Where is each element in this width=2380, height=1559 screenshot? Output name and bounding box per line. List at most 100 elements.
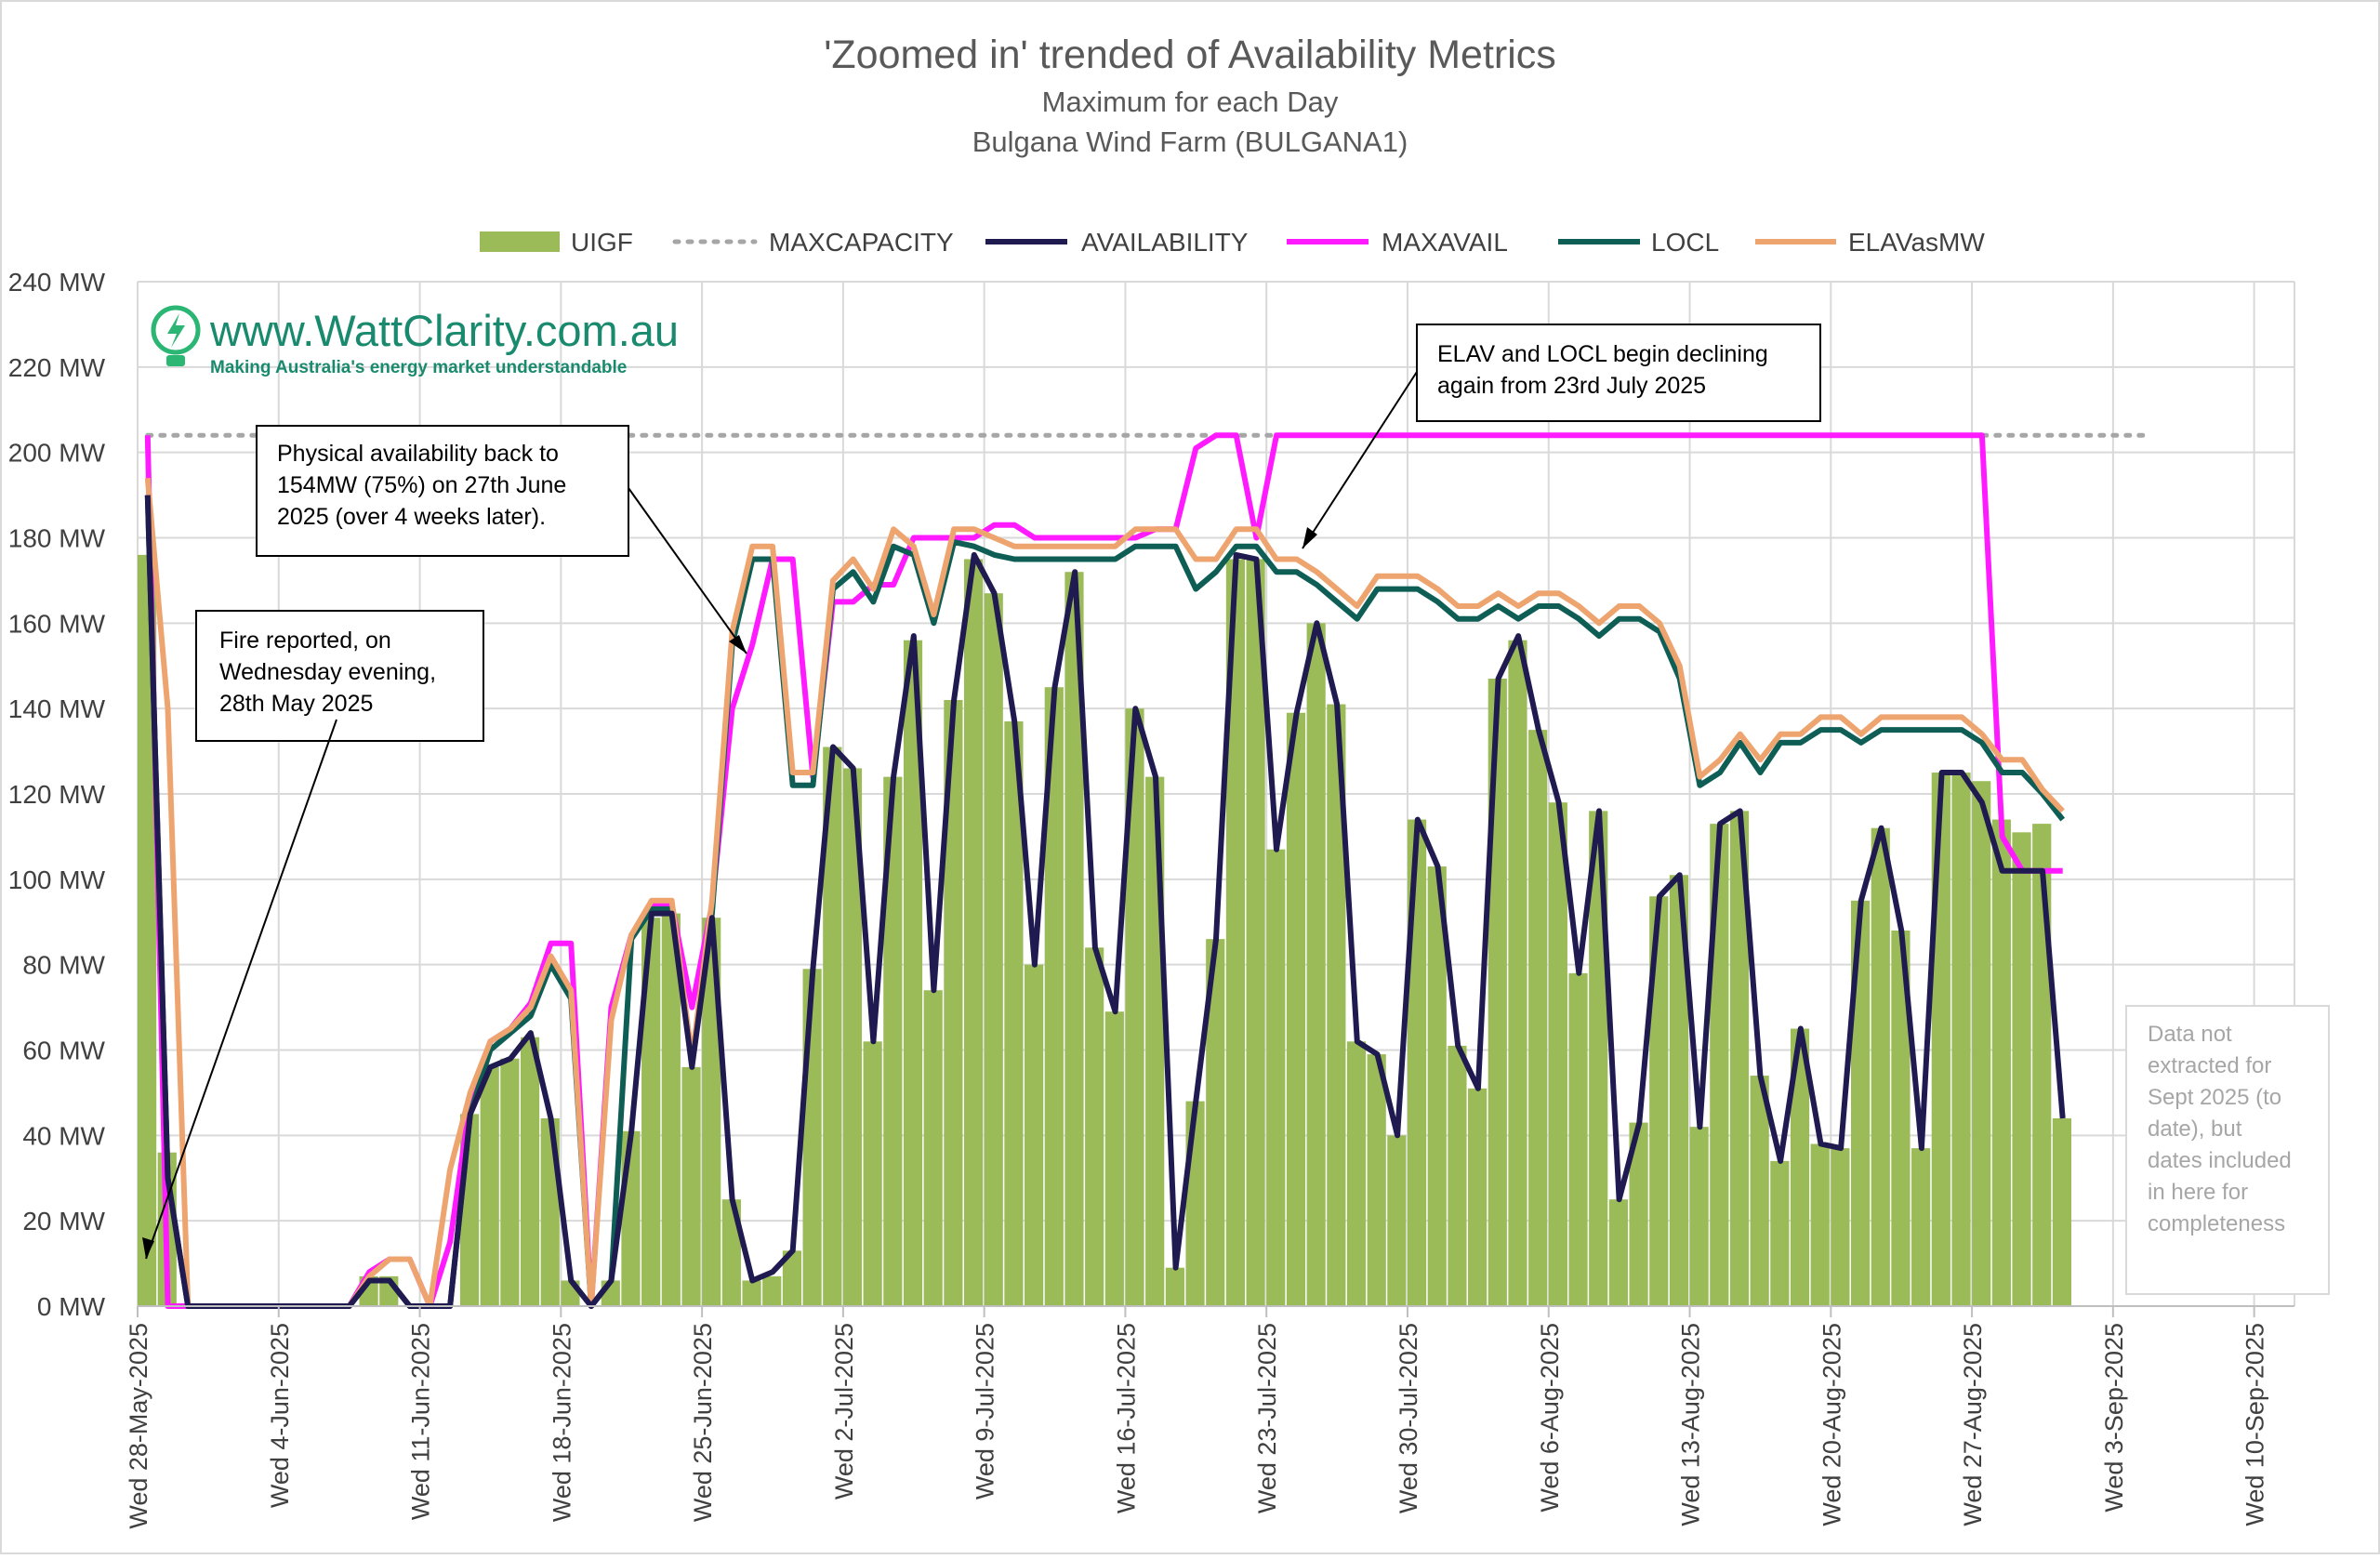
uigf-bar — [1125, 708, 1144, 1306]
uigf-bar — [1468, 1088, 1488, 1306]
annotation-elav-arrowhead — [1302, 527, 1317, 548]
uigf-bar — [1891, 930, 1911, 1306]
legend: UIGF MAXCAPACITY AVAILABILITY MAXAVAIL L… — [480, 228, 1985, 257]
annotations: Fire reported, on Wednesday evening, 28t… — [142, 324, 2330, 1295]
annotation-note-box — [2125, 1005, 2330, 1295]
uigf-bar — [823, 746, 842, 1306]
annotation-physical: Physical availability back to 154MW (75%… — [256, 425, 747, 654]
x-tick-label: Wed 16-Jul-2025 — [1112, 1323, 1140, 1513]
y-tick-label: 100 MW — [8, 865, 106, 894]
annotation-note-line-5: dates included — [2148, 1148, 2292, 1173]
uigf-bar — [1185, 1101, 1205, 1306]
uigf-bar — [1367, 1054, 1386, 1306]
y-axis: 0 MW 20 MW 40 MW 60 MW 80 MW 100 MW 120 MW 140 … — [8, 268, 106, 1321]
uigf-bar — [863, 1041, 882, 1306]
y-tick-label: 40 MW — [22, 1121, 105, 1150]
uigf-bar — [762, 1275, 782, 1306]
uigf-bar — [1790, 1028, 1810, 1306]
legend-swatch-uigf — [480, 231, 560, 252]
uigf-bar — [1044, 687, 1064, 1306]
uigf-bar — [1306, 623, 1326, 1306]
uigf-bar — [1750, 1076, 1769, 1306]
uigf-bar — [1931, 773, 1950, 1306]
y-tick-label: 160 MW — [8, 609, 106, 638]
uigf-bar — [138, 554, 157, 1306]
availability-line — [144, 495, 2066, 1309]
uigf-bar — [1810, 1143, 1830, 1306]
uigf-bar — [1004, 720, 1024, 1306]
chart-title: 'Zoomed in' trended of Availability Metr… — [824, 33, 1556, 77]
legend-label-maxcapacity: MAXCAPACITY — [769, 228, 954, 257]
legend-label-uigf: UIGF — [571, 228, 633, 257]
uigf-bar — [842, 768, 863, 1306]
x-tick-label: Wed 23-Jul-2025 — [1253, 1323, 1281, 1513]
annotation-fire-box — [195, 610, 484, 742]
uigf-bar — [621, 1130, 641, 1306]
y-tick-label: 20 MW — [22, 1207, 105, 1235]
uigf-bar — [1387, 1135, 1407, 1306]
uigf-bar — [1689, 1127, 1709, 1306]
wattclarity-logo: www.WattClarity.com.au Making Australia'… — [151, 305, 679, 377]
uigf-bar — [1850, 900, 1871, 1306]
x-tick-label: Wed 4-Jun-2025 — [266, 1323, 294, 1508]
uigf-bar — [2052, 1117, 2071, 1306]
x-tick-label: Wed 10-Sep-2025 — [2241, 1323, 2269, 1526]
uigf-bar — [641, 918, 661, 1306]
chart-subtitle-1: Maximum for each Day — [1042, 86, 1339, 118]
annotation-fire-arrow — [145, 719, 337, 1260]
uigf-bar — [1831, 1148, 1850, 1306]
uigf-bar — [944, 699, 963, 1306]
uigf-bar — [782, 1250, 802, 1306]
legend-label-maxavail: MAXAVAIL — [1382, 228, 1508, 257]
legend-label-locl: LOCL — [1651, 228, 1719, 257]
legend-label-availability: AVAILABILITY — [1081, 228, 1249, 257]
bolt-bulb-icon — [151, 305, 201, 366]
annotation-physical-arrow — [628, 487, 747, 654]
uigf-bar — [1770, 1160, 1790, 1306]
annotation-fire-arrowhead — [142, 1237, 154, 1259]
x-tick-label: Wed 3-Sep-2025 — [2100, 1323, 2128, 1513]
uigf-bar — [1104, 1011, 1124, 1306]
annotation-note-line-4: date), but — [2148, 1116, 2242, 1142]
annotation-physical-box — [256, 425, 629, 557]
uigf-bar — [1346, 1041, 1367, 1306]
uigf-bar — [1629, 1122, 1648, 1306]
annotation-note-line-2: extracted for — [2148, 1053, 2271, 1078]
annotation-physical-line-3: 2025 (over 4 weeks later). — [277, 504, 546, 530]
annotation-note-line-1: Data not — [2148, 1022, 2232, 1047]
uigf-bar — [1669, 875, 1689, 1306]
uigf-bar — [480, 1066, 499, 1306]
y-tick-label: 240 MW — [8, 268, 106, 297]
uigf-bar — [1064, 572, 1084, 1306]
uigf-bar — [1427, 866, 1447, 1306]
uigf-bar — [1286, 712, 1306, 1306]
annotation-elav-line-1: ELAV and LOCL begin declining — [1437, 341, 1768, 367]
annotation-note: Data not extracted for Sept 2025 (to dat… — [2125, 1005, 2330, 1295]
annotation-elav: ELAV and LOCL begin declining again from… — [1302, 324, 1821, 549]
uigf-bar — [702, 918, 721, 1306]
x-tick-label: Wed 25-Jun-2025 — [689, 1323, 717, 1522]
y-tick-label: 140 MW — [8, 694, 106, 723]
uigf-bar — [1528, 730, 1548, 1306]
annotation-fire-line-1: Fire reported, on — [219, 628, 391, 654]
uigf-bar — [923, 990, 943, 1306]
annotation-note-line-7: completeness — [2148, 1211, 2285, 1236]
uigf-bar — [1991, 819, 2011, 1306]
brand-name: www.WattClarity.com.au — [209, 306, 679, 355]
annotation-fire: Fire reported, on Wednesday evening, 28t… — [142, 610, 484, 1260]
uigf-bars — [138, 554, 2071, 1306]
y-tick-label: 80 MW — [22, 951, 105, 980]
uigf-bar — [802, 969, 822, 1306]
x-tick-label: Wed 6-Aug-2025 — [1536, 1323, 1564, 1513]
x-tick-label: Wed 2-Jul-2025 — [830, 1323, 858, 1500]
annotation-fire-line-3: 28th May 2025 — [219, 691, 373, 717]
uigf-bar — [1206, 939, 1225, 1306]
uigf-bar — [1568, 972, 1588, 1306]
uigf-bar — [1649, 896, 1669, 1306]
x-tick-label: Wed 18-Jun-2025 — [548, 1323, 575, 1522]
elavasmw-line — [144, 477, 2065, 1309]
uigf-bar — [520, 1037, 540, 1306]
y-tick-label: 0 MW — [37, 1292, 106, 1321]
